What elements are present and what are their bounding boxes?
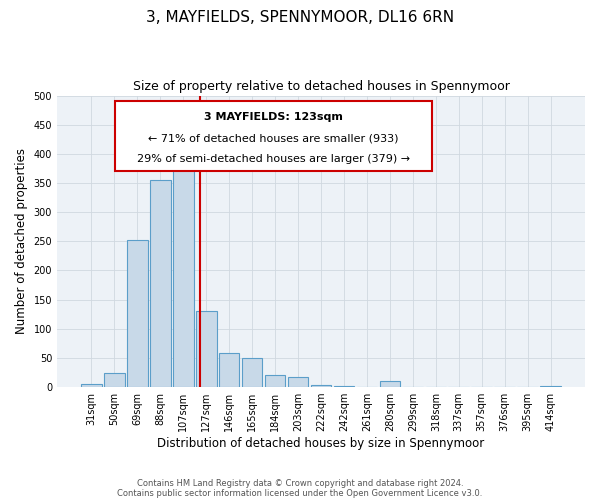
Bar xyxy=(173,151,194,387)
Bar xyxy=(265,376,286,387)
X-axis label: Distribution of detached houses by size in Spennymoor: Distribution of detached houses by size … xyxy=(157,437,485,450)
Text: 29% of semi-detached houses are larger (379) →: 29% of semi-detached houses are larger (… xyxy=(137,154,410,164)
Bar xyxy=(219,354,239,387)
Bar xyxy=(242,358,262,387)
Text: ← 71% of detached houses are smaller (933): ← 71% of detached houses are smaller (93… xyxy=(148,134,399,143)
Text: 3, MAYFIELDS, SPENNYMOOR, DL16 6RN: 3, MAYFIELDS, SPENNYMOOR, DL16 6RN xyxy=(146,10,454,25)
Bar xyxy=(127,240,148,387)
Text: 3 MAYFIELDS: 123sqm: 3 MAYFIELDS: 123sqm xyxy=(204,112,343,122)
FancyBboxPatch shape xyxy=(115,102,432,172)
Bar xyxy=(334,386,355,387)
Title: Size of property relative to detached houses in Spennymoor: Size of property relative to detached ho… xyxy=(133,80,509,93)
Bar xyxy=(150,180,170,387)
Bar xyxy=(380,382,400,387)
Text: Contains public sector information licensed under the Open Government Licence v3: Contains public sector information licen… xyxy=(118,488,482,498)
Bar xyxy=(288,377,308,387)
Bar xyxy=(196,312,217,387)
Bar xyxy=(541,386,561,387)
Bar xyxy=(81,384,102,387)
Bar xyxy=(311,386,331,387)
Text: Contains HM Land Registry data © Crown copyright and database right 2024.: Contains HM Land Registry data © Crown c… xyxy=(137,478,463,488)
Y-axis label: Number of detached properties: Number of detached properties xyxy=(15,148,28,334)
Bar xyxy=(104,372,125,387)
